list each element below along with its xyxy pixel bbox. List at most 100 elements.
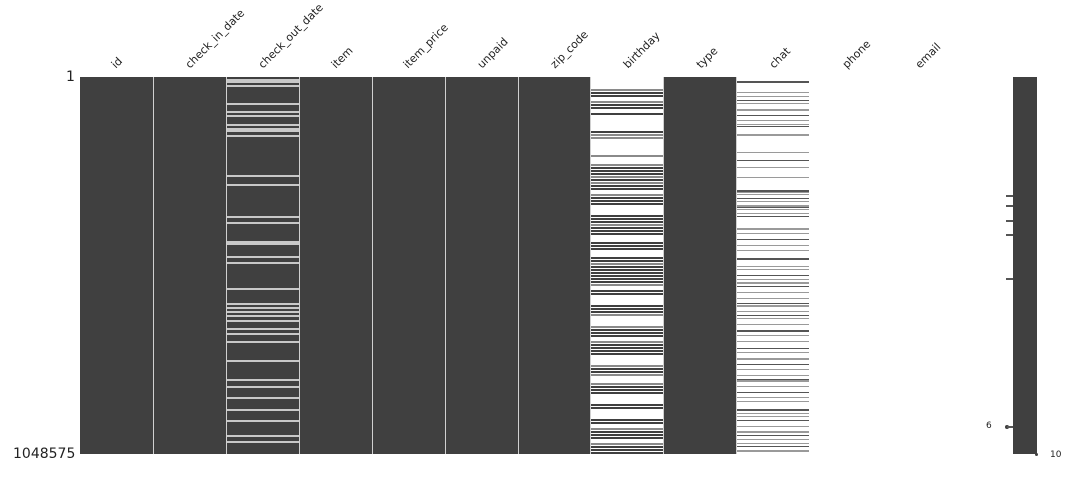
sparkline-min-tick xyxy=(1007,426,1013,428)
missing-row-stripe xyxy=(226,303,299,305)
column-item xyxy=(299,77,372,454)
missing-row-stripe xyxy=(736,379,809,380)
completeness-sparkline xyxy=(1013,77,1037,454)
sparkline-tick xyxy=(1006,234,1013,236)
missing-row-stripe xyxy=(226,216,299,218)
missing-row-stripe xyxy=(590,245,663,247)
missing-row-stripe xyxy=(590,131,663,133)
missing-row-stripe xyxy=(590,107,663,109)
missing-row-stripe xyxy=(736,177,809,178)
missing-row-stripe xyxy=(226,311,299,313)
header-id: id xyxy=(108,54,126,71)
missing-row-stripe xyxy=(736,279,809,280)
missing-row-stripe xyxy=(590,437,663,439)
header-chat: chat xyxy=(766,44,794,71)
missing-row-stripe xyxy=(736,266,809,267)
missing-row-stripe xyxy=(590,404,663,406)
missing-row-stripe xyxy=(736,115,809,116)
column-email xyxy=(882,77,955,454)
missing-row-stripe xyxy=(590,383,663,385)
missing-row-stripe xyxy=(590,113,663,115)
missing-row-stripe xyxy=(590,374,663,376)
header-unpaid: unpaid xyxy=(474,35,511,71)
missing-row-stripe xyxy=(736,380,809,382)
missing-row-stripe xyxy=(736,439,809,440)
column-zip-code xyxy=(518,77,591,454)
sparkline-tick xyxy=(1006,205,1013,207)
missing-row-stripe xyxy=(590,308,663,310)
missing-row-stripe xyxy=(736,369,809,370)
missing-row-stripe xyxy=(226,341,299,343)
missing-row-stripe xyxy=(736,228,809,230)
column-separator xyxy=(372,77,373,454)
missing-row-stripe xyxy=(736,330,809,332)
missing-row-stripe xyxy=(590,278,663,280)
missing-row-stripe xyxy=(226,328,299,330)
missing-row-stripe xyxy=(590,344,663,346)
missing-row-stripe xyxy=(590,389,663,391)
missing-row-stripe xyxy=(736,335,809,336)
missing-row-stripe xyxy=(590,182,663,184)
missing-row-stripe xyxy=(226,420,299,422)
missing-row-stripe xyxy=(736,126,809,127)
missing-row-stripe xyxy=(590,353,663,355)
missing-row-stripe xyxy=(736,303,809,304)
missing-row-stripe xyxy=(590,446,663,448)
missing-row-stripe xyxy=(736,275,809,276)
missing-row-stripe xyxy=(590,341,663,343)
missing-row-stripe xyxy=(226,315,299,317)
header-zip-code: zip_code xyxy=(547,27,591,71)
missing-row-stripe xyxy=(736,375,809,376)
missing-row-stripe xyxy=(736,318,809,319)
missing-row-stripe xyxy=(736,233,809,234)
missing-row-stripe xyxy=(736,431,809,433)
missing-row-stripe xyxy=(736,426,809,427)
missing-row-stripe xyxy=(736,364,809,365)
missing-row-stripe xyxy=(736,292,809,293)
missing-row-stripe xyxy=(590,197,663,199)
missing-row-stripe xyxy=(736,446,809,447)
sparkline-tick xyxy=(1006,195,1013,197)
missing-row-stripe xyxy=(590,350,663,352)
missing-row-stripe xyxy=(226,307,299,309)
missing-row-stripe xyxy=(226,130,299,132)
missing-row-stripe xyxy=(226,441,299,443)
column-check-in-date xyxy=(153,77,226,454)
missing-row-stripe xyxy=(736,167,809,168)
missing-row-stripe xyxy=(590,92,663,94)
missing-row-stripe xyxy=(736,392,809,393)
missing-row-stripe xyxy=(590,281,663,283)
missing-row-stripe xyxy=(226,409,299,411)
missing-row-stripe xyxy=(226,397,299,399)
missing-row-stripe xyxy=(736,81,809,83)
missing-row-stripe xyxy=(590,215,663,217)
missing-row-stripe xyxy=(736,245,809,246)
missing-row-stripe xyxy=(226,320,299,322)
missing-row-stripe xyxy=(590,290,663,292)
column-type xyxy=(663,77,736,454)
missing-row-stripe xyxy=(590,188,663,190)
missing-row-stripe xyxy=(736,239,809,240)
missing-row-stripe xyxy=(736,358,809,360)
column-separator xyxy=(153,77,154,454)
missing-row-stripe xyxy=(736,282,809,284)
missing-row-stripe xyxy=(590,263,663,265)
missing-row-stripe xyxy=(226,175,299,177)
column-unpaid xyxy=(445,77,518,454)
header-check-out-date: check_out_date xyxy=(255,0,326,71)
missing-row-stripe xyxy=(736,311,809,312)
missing-row-stripe xyxy=(736,213,809,214)
sparkline-max-label: 10 xyxy=(1050,450,1062,460)
missing-row-stripe xyxy=(590,194,663,196)
missing-row-stripe xyxy=(736,401,809,402)
missing-row-stripe xyxy=(590,431,663,433)
missing-row-stripe xyxy=(590,242,663,244)
missing-row-stripe xyxy=(590,314,663,316)
missing-row-stripe xyxy=(226,85,299,87)
missing-row-stripe xyxy=(736,409,809,411)
missing-row-stripe xyxy=(736,198,809,199)
missing-row-stripe xyxy=(590,275,663,277)
missing-row-stripe xyxy=(590,137,663,139)
missing-row-stripe xyxy=(590,170,663,172)
missing-row-stripe xyxy=(590,164,663,166)
